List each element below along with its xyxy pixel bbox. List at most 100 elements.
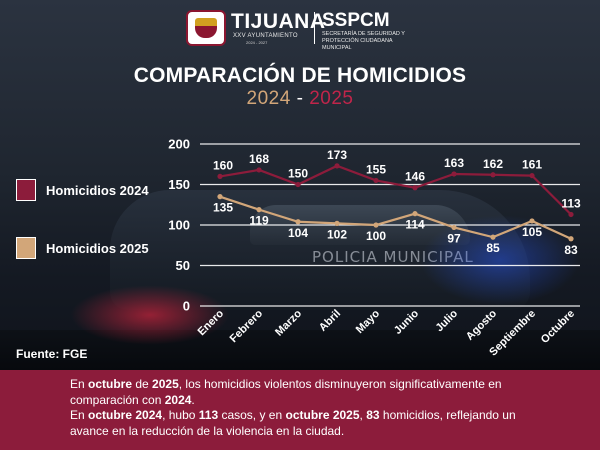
footer-text-run: homicidios, reflejando un avance en la r… [70, 408, 516, 438]
footer-text-run: , los homicidios violentos disminuyeron … [70, 377, 502, 407]
footer-text-run: En [70, 408, 89, 423]
brand-subtitle: XXV AYUNTAMIENTO [233, 33, 298, 39]
data-label: 105 [522, 225, 542, 239]
background-red-light [70, 285, 230, 345]
data-point [568, 211, 574, 218]
footer-emphasis: 2025 [152, 377, 179, 391]
data-point [529, 218, 535, 224]
x-tick-label: Febrero [228, 307, 266, 345]
subtitle-year-2024: 2024 [246, 88, 291, 109]
data-label: 97 [447, 231, 461, 245]
chart-subtitle: 2024 - 2025 [0, 88, 600, 110]
data-label: 114 [405, 218, 425, 232]
data-point [568, 236, 574, 242]
data-label: 162 [483, 157, 503, 171]
data-label: 119 [249, 214, 269, 228]
background-car-lettering: POLICIA MUNICIPAL [312, 248, 474, 266]
data-label: 100 [366, 229, 386, 243]
subtitle-year-2025: 2025 [309, 88, 354, 109]
x-tick-label: Agosto [464, 307, 499, 342]
data-point [256, 207, 262, 213]
data-point [295, 219, 301, 225]
data-point [217, 173, 223, 179]
y-tick-label: 150 [168, 177, 190, 192]
data-label: 102 [327, 227, 347, 241]
legend-item-2025: Homicidios 2025 [16, 236, 149, 260]
data-point [490, 172, 496, 178]
legend-label-2024: Homicidios 2024 [46, 182, 149, 198]
y-tick-label: 100 [168, 218, 190, 233]
data-point [451, 224, 457, 231]
data-point [529, 172, 535, 179]
data-label: 160 [213, 158, 233, 172]
legend-swatch-2024 [16, 179, 36, 201]
agency-subtitle: SECRETARÍA DE SEGURIDAD Y PROTECCIÓN CIU… [322, 31, 405, 51]
data-point [256, 167, 262, 173]
footer-emphasis: 83 [366, 408, 380, 423]
data-label: 113 [561, 196, 581, 210]
footer-emphasis: octubre 2024 [88, 408, 163, 423]
footer-emphasis: octubre 2025 [285, 408, 360, 423]
data-point [217, 194, 223, 200]
data-label: 161 [522, 158, 542, 172]
footer-text-run: , [359, 408, 367, 423]
data-label: 85 [486, 241, 500, 255]
footer-text-run: En [70, 377, 89, 391]
header-divider [314, 12, 315, 44]
data-label: 168 [249, 152, 269, 166]
data-label: 135 [213, 201, 233, 215]
subtitle-separator-text: - [296, 88, 304, 109]
data-point [334, 163, 340, 169]
series-line [219, 164, 572, 216]
data-point [295, 181, 301, 188]
data-point [334, 220, 340, 226]
x-tick-label: Marzo [273, 307, 304, 338]
x-tick-label: Julio [433, 307, 460, 334]
data-label: 83 [564, 243, 578, 257]
footer-paragraph-2: En octubre 2024, hubo 113 casos, y en oc… [70, 408, 540, 439]
y-tick-label: 0 [183, 299, 190, 314]
x-tick-label: Abril [317, 308, 343, 334]
series-line [219, 195, 572, 240]
footer-emphasis: 2024 [164, 392, 192, 407]
legend-item-2024: Homicidios 2024 [16, 178, 149, 202]
footer-emphasis: 113 [198, 408, 219, 423]
footer-summary: En octubre de 2025, los homicidios viole… [70, 377, 540, 439]
footer-emphasis: octubre [88, 377, 133, 391]
data-point [373, 177, 379, 184]
data-label: 173 [327, 148, 347, 162]
y-tick-label: 200 [168, 137, 190, 152]
data-point [373, 222, 379, 228]
data-label: 146 [405, 170, 425, 184]
agency-name: SSPCM [322, 10, 390, 31]
legend-swatch-2025 [16, 237, 36, 259]
data-point [490, 234, 496, 240]
data-point [412, 185, 418, 191]
footer-text-run: casos, y en [218, 408, 286, 423]
data-point [451, 171, 457, 177]
subtitle-separator: - [291, 88, 309, 109]
data-label: 163 [444, 156, 464, 170]
city-seal-logo [186, 10, 226, 46]
source-note: Fuente: FGE [16, 347, 88, 361]
footer-paragraph-1: En octubre de 2025, los homicidios viole… [70, 377, 540, 408]
chart-title: COMPARACIÓN DE HOMICIDIOS [133, 64, 467, 87]
data-label: 104 [288, 226, 308, 240]
x-tick-label: Junio [392, 307, 421, 336]
data-label: 155 [366, 162, 386, 176]
footer-banner [0, 370, 600, 450]
x-tick-label: Mayo [354, 307, 383, 336]
brand-years: 2024 - 2027 [246, 40, 268, 45]
brand-name: TIJUANA [231, 10, 326, 33]
x-tick-label: Octubre [539, 308, 577, 346]
footer-text-run: de [132, 377, 153, 391]
line-chart: 0 50 100 150 200 Enero Febrero Marzo Abril Mayo Ju… [168, 137, 581, 346]
footer-text-run: . [191, 392, 195, 407]
data-point [412, 211, 418, 217]
x-tick-label: Enero [196, 307, 227, 338]
y-tick-label: 50 [176, 258, 190, 273]
footer-text-run: , hubo [162, 408, 199, 423]
legend-label-2025: Homicidios 2025 [46, 240, 149, 256]
data-label: 150 [288, 167, 308, 181]
